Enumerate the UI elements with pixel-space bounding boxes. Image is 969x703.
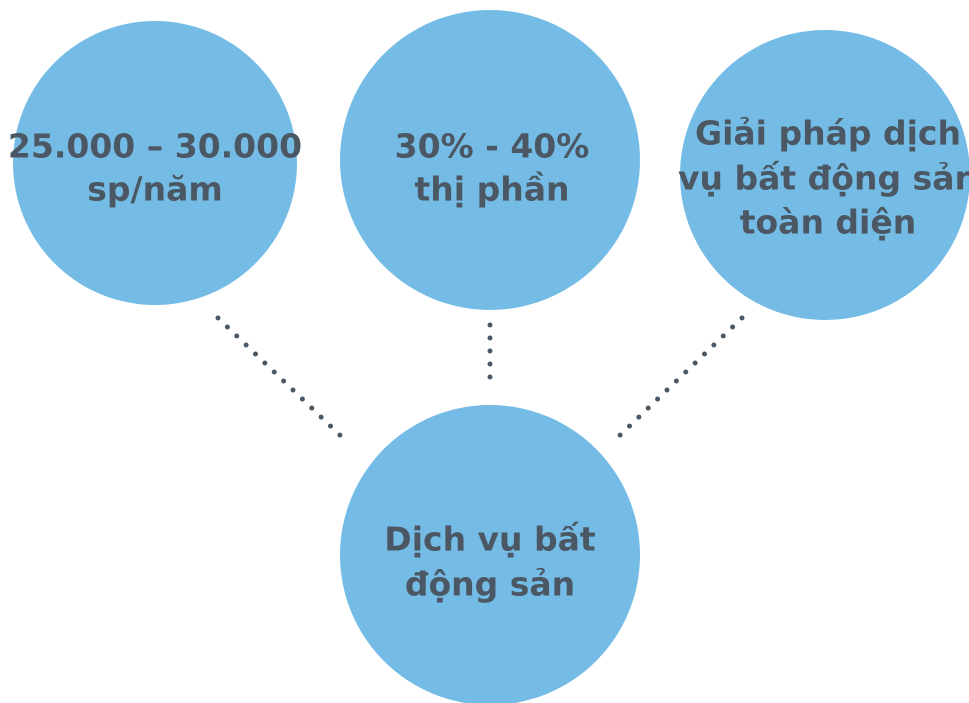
- node-circle: [340, 10, 640, 310]
- node-label: 30% - 40%: [395, 127, 590, 166]
- node-label: Dịch vụ bất: [384, 520, 596, 559]
- node-label: Giải pháp dịch: [695, 114, 961, 153]
- connector: [215, 315, 348, 443]
- node-label: toàn diện: [740, 203, 917, 242]
- node-label: động sản: [405, 565, 575, 604]
- node-circle: [680, 30, 969, 320]
- node-label: sp/năm: [87, 170, 222, 209]
- node-label: vụ bất động sản: [678, 159, 969, 198]
- node-circle: [340, 405, 640, 703]
- connector: [612, 315, 745, 443]
- node-circle: [13, 21, 297, 305]
- node-label: thị phần: [415, 170, 570, 209]
- node-label: 25.000 – 30.000: [8, 127, 302, 166]
